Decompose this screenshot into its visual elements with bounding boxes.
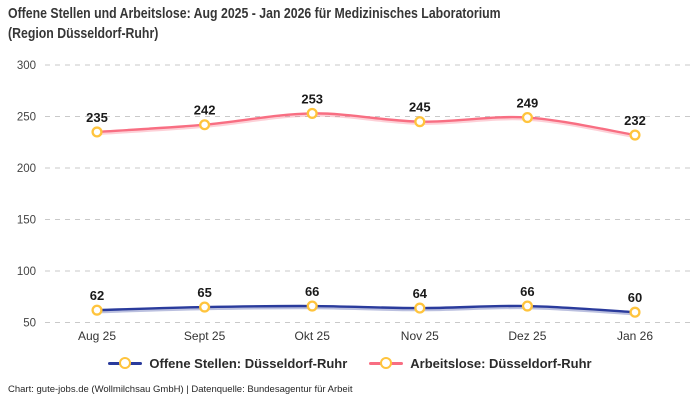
data-point-marker[interactable]: [91, 304, 103, 316]
data-point-marker[interactable]: [629, 306, 641, 318]
line-chart: 50 100 150 200 250 300 Aug 25 Sept 25 Okt 25 Nov …: [17, 60, 695, 343]
y-tick-label: 100: [17, 266, 36, 278]
series-points-offene-stellen-d-sseldorf-ruhr: 62 65 66 64 66 60: [90, 284, 642, 318]
data-point-marker[interactable]: [306, 107, 318, 119]
series-line-path: [95, 112, 637, 137]
legend-label: Offene Stellen: Düsseldorf-Ruhr: [149, 355, 348, 371]
series-points-arbeitslose-d-sseldorf-ruhr: 235 242 253 245 249 232: [86, 91, 646, 141]
legend-line-swatch: [108, 357, 143, 369]
data-point-label: 65: [197, 285, 211, 300]
data-point-label: 242: [194, 103, 216, 118]
data-point-marker[interactable]: [414, 116, 426, 128]
data-point-label: 62: [90, 288, 104, 303]
x-tick-label: Okt 25: [295, 329, 331, 343]
y-tick-label: 150: [17, 215, 36, 227]
x-tick-label: Nov 25: [401, 329, 439, 343]
data-point-label: 66: [305, 284, 319, 299]
series-line-offene-stellen-d-sseldorf-ruhr: [95, 304, 637, 316]
data-point-label: 235: [86, 110, 108, 125]
data-point-label: 60: [628, 290, 642, 305]
data-point-label: 66: [520, 284, 534, 299]
legend: Offene Stellen: Düsseldorf-Ruhr Arbeitslo…: [0, 353, 700, 373]
data-point-marker[interactable]: [521, 300, 533, 312]
legend-item-offene-stellen-d-sseldorf-ruhr[interactable]: Offene Stellen: Düsseldorf-Ruhr: [108, 356, 347, 371]
legend-marker-icon: [380, 357, 393, 369]
data-point-label: 245: [409, 100, 431, 115]
x-axis-labels: Aug 25 Sept 25 Okt 25 Nov 25 Dez 25 Jan 26: [78, 329, 653, 343]
x-tick-label: Jan 26: [617, 329, 653, 343]
y-tick-label: 50: [23, 318, 36, 330]
x-tick-label: Aug 25: [78, 329, 116, 343]
data-point-marker[interactable]: [306, 300, 318, 312]
data-point-marker[interactable]: [199, 119, 211, 131]
legend-item-arbeitslose-d-sseldorf-ruhr[interactable]: Arbeitslose: Düsseldorf-Ruhr: [369, 355, 592, 371]
y-tick-label: 200: [17, 163, 36, 175]
data-point-marker[interactable]: [414, 302, 426, 314]
attribution-text: Chart: gute-jobs.de (Wollmilchsau GmbH) …: [8, 384, 353, 395]
data-point-marker[interactable]: [91, 126, 103, 138]
data-point-marker[interactable]: [199, 301, 211, 313]
x-tick-label: Sept 25: [184, 329, 226, 343]
page-title: Offene Stellen und Arbeitslose: Aug 2025…: [8, 4, 501, 43]
data-point-label: 232: [624, 113, 646, 128]
x-tick-label: Dez 25: [508, 329, 546, 343]
legend-line-swatch: [369, 357, 404, 369]
legend-marker-icon: [119, 357, 132, 369]
y-tick-label: 300: [17, 60, 36, 72]
data-point-label: 249: [517, 96, 539, 111]
series-line-arbeitslose-d-sseldorf-ruhr: [95, 112, 637, 139]
page-title-line2: (Region Düsseldorf-Ruhr): [8, 24, 159, 42]
page-title-line1: Offene Stellen und Arbeitslose: Aug 2025…: [8, 5, 501, 22]
series-line-path: [95, 304, 637, 314]
y-tick-label: 250: [17, 112, 36, 124]
legend-label: Arbeitslose: Düsseldorf-Ruhr: [410, 355, 592, 371]
data-point-marker[interactable]: [521, 111, 533, 124]
data-point-label: 253: [301, 91, 323, 106]
data-point-label: 64: [413, 286, 428, 301]
gridlines: 50 100 150 200 250 300: [17, 60, 695, 330]
data-point-marker[interactable]: [629, 129, 641, 141]
